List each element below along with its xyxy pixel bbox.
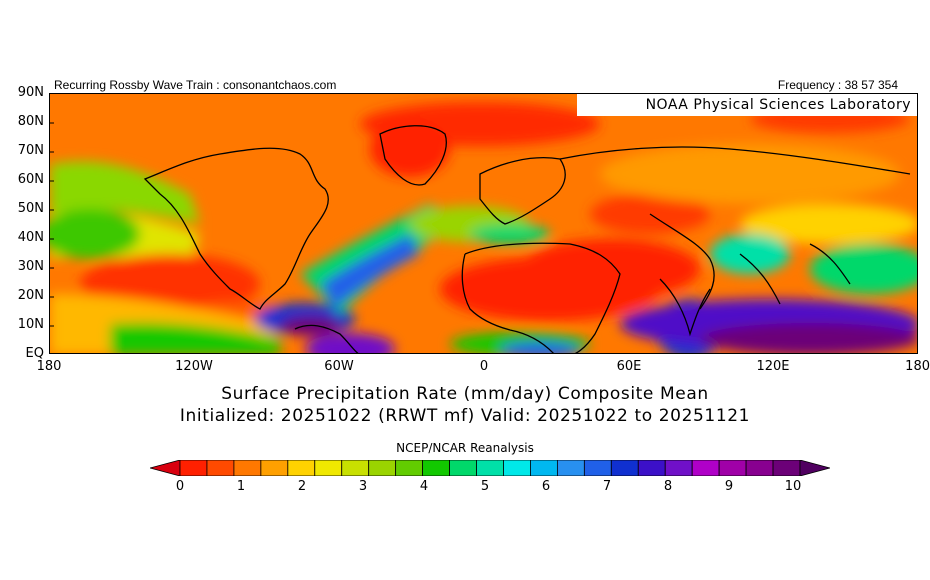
colorbar [150,460,830,476]
colorbar-label-5: 5 [480,479,490,494]
lat-label-20n: 20N [17,288,44,303]
lon-label-180e: 180 [905,359,930,374]
map-title-line1: Surface Precipitation Rate (mm/day) Comp… [221,384,709,404]
colorbar-segment [476,460,504,476]
colorbar-label-7: 7 [602,479,612,494]
lon-label-0: 0 [479,359,489,374]
lon-label-60w: 60W [324,359,354,374]
lab-label: NOAA Physical Sciences Laboratory [577,94,917,116]
colorbar-segment [530,460,558,476]
colorbar-label-4: 4 [419,479,429,494]
world-map-icon [50,94,917,353]
lat-label-eq: EQ [25,346,44,361]
lat-label-80n: 80N [17,114,44,129]
colorbar-segment [772,460,801,476]
colorbar-label-8: 8 [663,479,673,494]
colorbar-label-9: 9 [724,479,734,494]
lat-label-60n: 60N [17,172,44,187]
lat-label-40n: 40N [17,230,44,245]
colorbar-segment [287,460,316,476]
colorbar-label-0: 0 [175,479,185,494]
colorbar-segment [637,460,666,476]
colorbar-segment [664,460,693,476]
colorbar-arrow-low [150,460,181,476]
lon-label-60e: 60E [616,359,642,374]
lon-label-120e: 120E [756,359,790,374]
lon-label-180w: 180 [36,359,62,374]
colorbar-segment [556,460,585,476]
colorbar-segment [503,460,531,476]
lat-label-70n: 70N [17,143,44,158]
colorbar-segment [583,460,612,476]
colorbar-segment [179,460,208,476]
colorbar-label-2: 2 [297,479,307,494]
lon-label-120w: 120W [175,359,213,374]
colorbar-segment [260,460,289,476]
colorbar-segment [745,460,774,476]
lat-label-50n: 50N [17,201,44,216]
source-label: NCEP/NCAR Reanalysis [396,441,534,455]
colorbar-arrow-high [799,460,830,476]
colorbar-segment [691,460,720,476]
colorbar-segment [314,460,343,476]
colorbar-segment [341,460,370,476]
colorbar-label-3: 3 [358,479,368,494]
colorbar-segment [368,460,397,476]
colorbar-label-6: 6 [541,479,551,494]
colorbar-segment [449,460,477,476]
header-left-text: Recurring Rossby Wave Train : consonantc… [54,78,337,92]
lat-label-30n: 30N [17,259,44,274]
colorbar-segment [395,460,424,476]
colorbar-segment [718,460,747,476]
colorbar-segment [422,460,450,476]
header-right-text: Frequency : 38 57 354 [777,78,898,92]
map-title-line2: Initialized: 20251022 (RRWT mf) Valid: 2… [179,406,751,426]
colorbar-segment [233,460,262,476]
lat-label-90n: 90N [17,85,44,100]
precipitation-map: NOAA Physical Sciences Laboratory [49,93,918,354]
lat-label-10n: 10N [17,317,44,332]
colorbar-segment [206,460,235,476]
colorbar-label-1: 1 [236,479,246,494]
colorbar-segment [610,460,639,476]
colorbar-label-10: 10 [784,479,802,494]
